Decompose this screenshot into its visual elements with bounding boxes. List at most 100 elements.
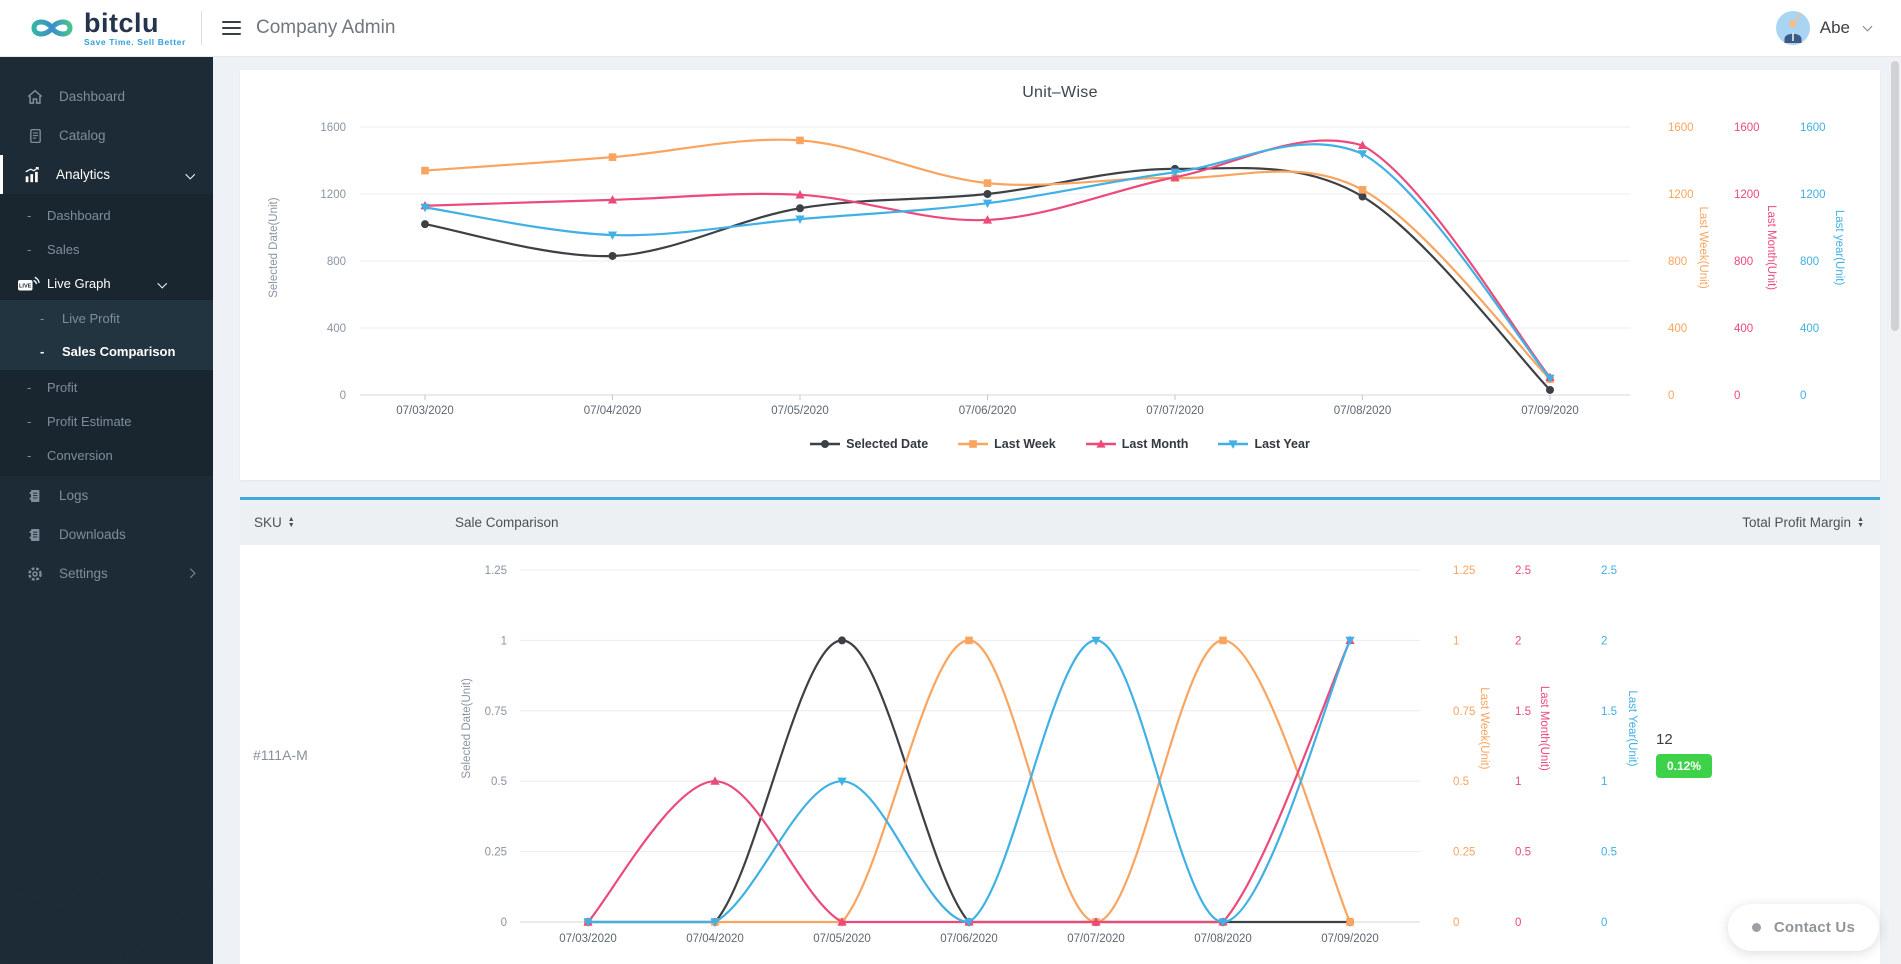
legend-item-selected-date[interactable]: Selected Date [810, 437, 928, 451]
data-point [1546, 385, 1554, 394]
svg-text:0: 0 [1668, 390, 1674, 402]
sidebar-item-label: Profit [47, 379, 78, 395]
svg-text:800: 800 [1734, 256, 1753, 268]
sidebar-item-catalog[interactable]: Catalog [0, 116, 213, 155]
downloads-icon [24, 526, 46, 544]
svg-text:1: 1 [501, 635, 507, 647]
data-point [420, 203, 430, 213]
brand-logo[interactable]: bitclu Save Time. Sell Better [0, 9, 187, 47]
data-point [607, 231, 618, 240]
sidebar-item-label: Logs [59, 488, 89, 503]
sidebar: Dashboard Catalog Analytics - Dashboard - Sale… [0, 57, 213, 964]
series-line [588, 639, 1352, 924]
sidebar-item-conversion[interactable]: - Conversion [0, 438, 213, 472]
data-point [983, 190, 992, 198]
data-point [608, 153, 617, 161]
svg-text:400: 400 [1800, 323, 1819, 335]
svg-text:07/05/2020: 07/05/2020 [813, 933, 871, 945]
svg-text:0.75: 0.75 [1453, 706, 1475, 718]
sidebar-item-sales[interactable]: - Sales [0, 232, 213, 266]
svg-text:0.5: 0.5 [491, 776, 507, 788]
sidebar-item-dashboard[interactable]: - Dashboard [0, 198, 213, 232]
avatar[interactable] [1775, 11, 1810, 45]
sidebar-pattern [0, 852, 213, 964]
sidebar-item-label: Analytics [56, 167, 111, 182]
svg-text:0: 0 [1734, 390, 1740, 402]
contact-us-button[interactable]: Contact Us [1727, 904, 1879, 951]
legend-item-last-week[interactable]: Last Week [958, 437, 1056, 451]
svg-text:2.5: 2.5 [1515, 565, 1531, 577]
svg-text:1: 1 [1515, 776, 1521, 788]
svg-text:07/06/2020: 07/06/2020 [959, 405, 1017, 417]
data-point [1170, 168, 1180, 178]
svg-text:400: 400 [1668, 323, 1687, 335]
sidebar-item-settings[interactable]: Settings [0, 554, 213, 593]
analytics-icon [21, 166, 43, 184]
sidebar-item-profit[interactable]: - Profit [0, 370, 213, 404]
user-name[interactable]: Abe [1819, 18, 1850, 37]
svg-text:1.5: 1.5 [1515, 706, 1531, 718]
data-point [1218, 918, 1228, 927]
data-point [982, 215, 993, 224]
sidebar-item-label: Dashboard [47, 207, 111, 223]
data-point [607, 195, 618, 204]
header-divider [201, 11, 202, 45]
svg-text:Last Month(Unit): Last Month(Unit) [1765, 205, 1777, 290]
sku-chart-cell: 0 0.25 0.5 0.75 1 1.25 07/03/2020 07/04/2020 07/… [455, 545, 1640, 964]
svg-text:2: 2 [1601, 635, 1607, 647]
legend-item-last-year[interactable]: Last Year [1218, 437, 1310, 451]
svg-text:400: 400 [1734, 323, 1753, 335]
svg-text:0.5: 0.5 [1601, 847, 1617, 859]
user-menu-chevron-down-icon[interactable] [1862, 21, 1873, 31]
svg-text:0: 0 [1453, 917, 1459, 929]
data-point [965, 636, 973, 645]
sidebar-item-profit-estimate[interactable]: - Profit Estimate [0, 404, 213, 438]
scrollbar-thumb[interactable] [1891, 61, 1899, 331]
data-point [1219, 636, 1227, 645]
svg-text:800: 800 [1800, 256, 1819, 268]
brand-tagline: Save Time. Sell Better [84, 36, 186, 47]
svg-text:0: 0 [1800, 390, 1806, 402]
chevron-right-icon [185, 568, 195, 579]
data-point [837, 777, 847, 786]
triangle-up-legend-marker-icon [1085, 439, 1116, 448]
sort-icon[interactable] [1857, 517, 1864, 529]
sidebar-item-live-graph[interactable]: LIVE Live Graph [0, 266, 213, 300]
svg-text:Selected Date(Unit): Selected Date(Unit) [461, 678, 473, 779]
dash-bullet: - [27, 241, 32, 257]
sidebar-item-analytics[interactable]: Analytics [0, 155, 213, 194]
sidebar-item-sales-comparison[interactable]: - Sales Comparison [0, 335, 213, 368]
svg-text:2: 2 [1515, 635, 1521, 647]
sidebar-item-downloads[interactable]: Downloads [0, 515, 213, 554]
data-point [1357, 140, 1368, 150]
svg-text:07/03/2020: 07/03/2020 [559, 933, 617, 945]
svg-text:07/09/2020: 07/09/2020 [1521, 405, 1579, 417]
column-header-sku[interactable]: SKU [240, 515, 455, 530]
svg-text:07/05/2020: 07/05/2020 [771, 405, 829, 417]
sidebar-item-dashboard[interactable]: Dashboard [0, 77, 213, 116]
svg-text:400: 400 [327, 323, 346, 335]
sort-icon[interactable] [288, 517, 295, 529]
sidebar-item-logs[interactable]: Logs [0, 476, 213, 515]
data-point [1228, 440, 1239, 449]
legend-item-last-month[interactable]: Last Month [1085, 437, 1188, 451]
menu-icon[interactable] [222, 20, 241, 36]
vertical-scrollbar[interactable] [1889, 57, 1901, 964]
svg-text:07/04/2020: 07/04/2020 [686, 933, 744, 945]
sidebar-item-label: Sales [47, 241, 80, 257]
data-point [1346, 918, 1354, 926]
svg-text:07/07/2020: 07/07/2020 [1067, 933, 1125, 945]
svg-text:07/04/2020: 07/04/2020 [584, 405, 642, 417]
submenu: - Dashboard - Sales LIVE Live Graph - Live Prof… [0, 194, 213, 476]
svg-text:0: 0 [1515, 917, 1521, 929]
column-header-total-profit-margin[interactable]: Total Profit Margin [1640, 515, 1880, 530]
data-point [1358, 186, 1367, 194]
svg-text:07/08/2020: 07/08/2020 [1334, 405, 1392, 417]
dash-bullet: - [27, 413, 32, 429]
svg-text:07/03/2020: 07/03/2020 [396, 405, 454, 417]
legend-label: Last Week [994, 437, 1056, 451]
svg-text:Last year(Unit): Last year(Unit) [1833, 210, 1845, 286]
svg-text:1: 1 [1601, 776, 1607, 788]
column-header-sale-comparison: Sale Comparison [455, 515, 559, 530]
sidebar-item-live-profit[interactable]: - Live Profit [0, 302, 213, 335]
